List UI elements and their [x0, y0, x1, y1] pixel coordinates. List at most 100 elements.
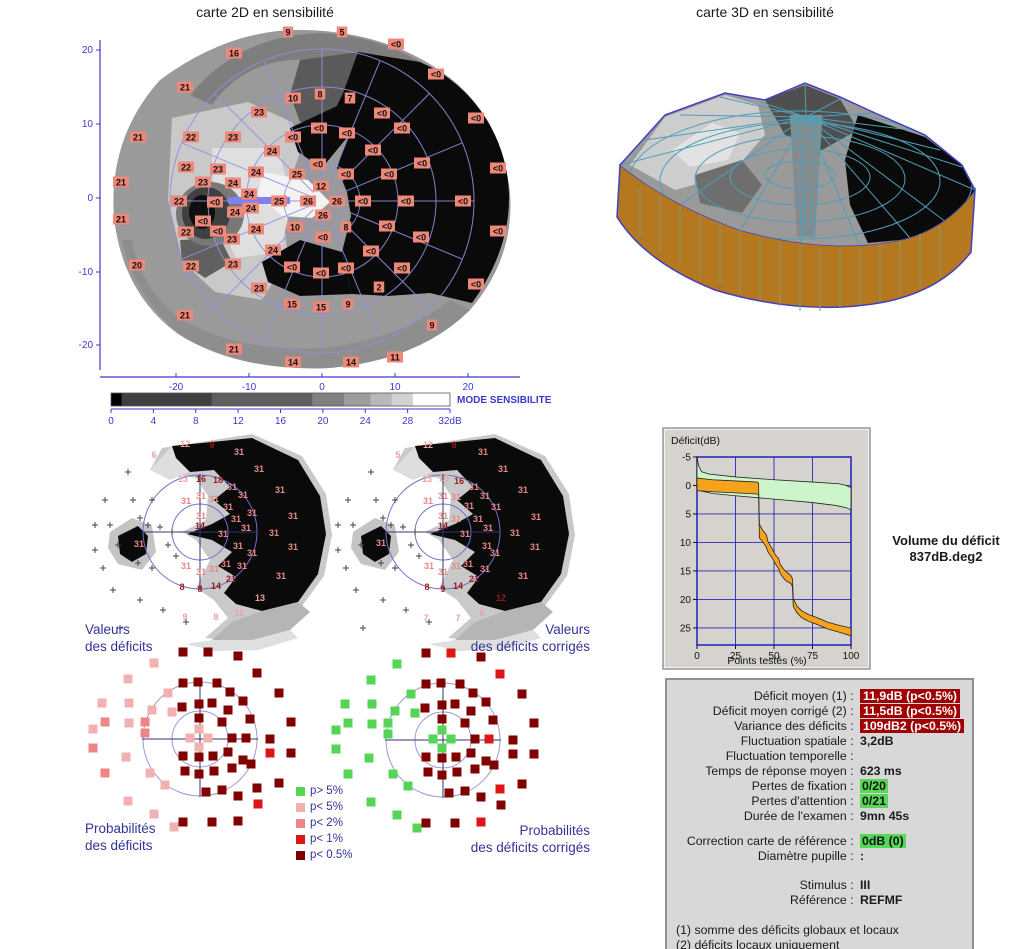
deficit-map-right: [351, 434, 575, 651]
probability-point: [88, 743, 98, 753]
value-label: <0: [366, 247, 376, 257]
probability-point: [100, 717, 110, 727]
deficit-number: 31: [491, 502, 501, 512]
deficit-blob: [393, 446, 433, 480]
value-label: <0: [288, 133, 298, 143]
deficit-blob: [361, 526, 391, 562]
deficit-number: 31: [438, 511, 448, 521]
value-label: <0: [287, 263, 297, 273]
grid-spoke: [181, 142, 312, 197]
sensitivity-scale-bar: 0 4 8 12 16 20 24 28 32dB MODE SENSIBILITE: [108, 392, 552, 427]
chart-y-tick-label: -5: [682, 453, 691, 464]
value-label-box: [379, 220, 395, 232]
probability-point: [470, 764, 480, 774]
deficit-blob: [429, 630, 541, 651]
value-label: 23: [228, 260, 238, 270]
value-label: 9: [429, 321, 434, 331]
probability-point: [331, 725, 341, 735]
value-label-box: [398, 195, 414, 207]
title-2d-map: carte 2D en sensibilité: [196, 4, 334, 20]
value-label-box: [195, 176, 211, 188]
scale-segment: [211, 393, 313, 406]
value-label-box: [207, 196, 223, 208]
probability-point: [508, 735, 518, 745]
value-label: 23: [227, 235, 237, 245]
value-label: <0: [213, 227, 223, 237]
value-label-box: [226, 47, 242, 59]
scale-segment: [344, 393, 372, 406]
value-label-box: [426, 319, 438, 331]
deficit-number: 31: [469, 482, 479, 492]
stat-value: 0/20: [860, 778, 888, 793]
stat-value: 109dB2 (p<0.5%): [860, 718, 965, 733]
deficit-number: 5: [395, 450, 400, 460]
probability-point: [97, 698, 107, 708]
value-label-box: [314, 88, 326, 100]
probability-point: [185, 733, 195, 743]
value-label-box: [289, 168, 305, 180]
probability-point: [476, 792, 486, 802]
value-label: 22: [181, 228, 191, 238]
probability-point: [245, 714, 255, 724]
deficit-number: 31: [498, 464, 508, 474]
value-label: 22: [181, 163, 191, 173]
value-label: 8: [317, 90, 322, 100]
probability-point: [476, 817, 486, 827]
probability-point: [496, 800, 506, 810]
chart-y-axis-title: Déficit(dB): [671, 435, 720, 447]
grid-spoke: [326, 211, 381, 342]
value-label: 16: [229, 49, 239, 59]
probability-point: [233, 791, 243, 801]
legend-label: p> 5%: [310, 785, 343, 797]
deficit-number: 13: [178, 474, 188, 484]
deficit-number: 31: [482, 541, 492, 551]
probability-point: [265, 748, 275, 758]
deficit-number: 31: [530, 542, 540, 552]
probability-point: [253, 799, 263, 809]
probability-point: [444, 788, 454, 798]
deficit-number: 31: [181, 561, 191, 571]
probability-point: [421, 752, 431, 762]
value-label: 26: [332, 197, 342, 207]
caption-deficit-probabilities: Probabilités des déficits: [85, 821, 156, 853]
x-tick-label: 0: [319, 382, 325, 393]
legend-item: p< 0.5%: [296, 847, 353, 863]
value-label-box: [313, 180, 329, 192]
probability-point: [147, 705, 157, 715]
probability-point: [437, 770, 447, 780]
deficit-number: 31: [518, 571, 528, 581]
x-tick-label: -10: [242, 382, 257, 393]
footnote: (2) déficits locaux uniquement: [676, 938, 840, 949]
scale-mode-label: MODE SENSIBILITE: [457, 395, 552, 406]
probability-point: [450, 699, 460, 709]
deficit-number: 31: [237, 561, 247, 571]
value-label-box: [338, 168, 354, 180]
probability-point: [149, 809, 159, 819]
probability-point: [194, 724, 204, 734]
value-label: <0: [314, 124, 324, 134]
value-label: 14: [346, 358, 356, 368]
scale-tick-label: 0: [108, 416, 114, 427]
stat-value: REFMF: [860, 892, 903, 907]
stat-value: 0/21: [860, 793, 888, 808]
probability-point: [223, 747, 233, 757]
value-label-box: [363, 245, 379, 257]
probability-point: [252, 668, 262, 678]
stat-row: Pertes d'attention : 0/21: [667, 793, 972, 808]
probability-point: [403, 781, 413, 791]
value-label-box: [282, 26, 294, 38]
probability-point: [203, 647, 213, 657]
deficit-number: 31: [234, 447, 244, 457]
probability-point: [178, 647, 188, 657]
deficit-number: 31: [451, 492, 461, 502]
value-label: 7: [347, 94, 352, 104]
probability-point: [423, 767, 433, 777]
probability-point: [241, 733, 251, 743]
value-label: 2: [376, 283, 381, 293]
value-label-box: [130, 131, 146, 143]
stat-label: Référence :: [790, 892, 857, 907]
deficit-number: 31: [223, 502, 233, 512]
value-label-box: [225, 177, 241, 189]
